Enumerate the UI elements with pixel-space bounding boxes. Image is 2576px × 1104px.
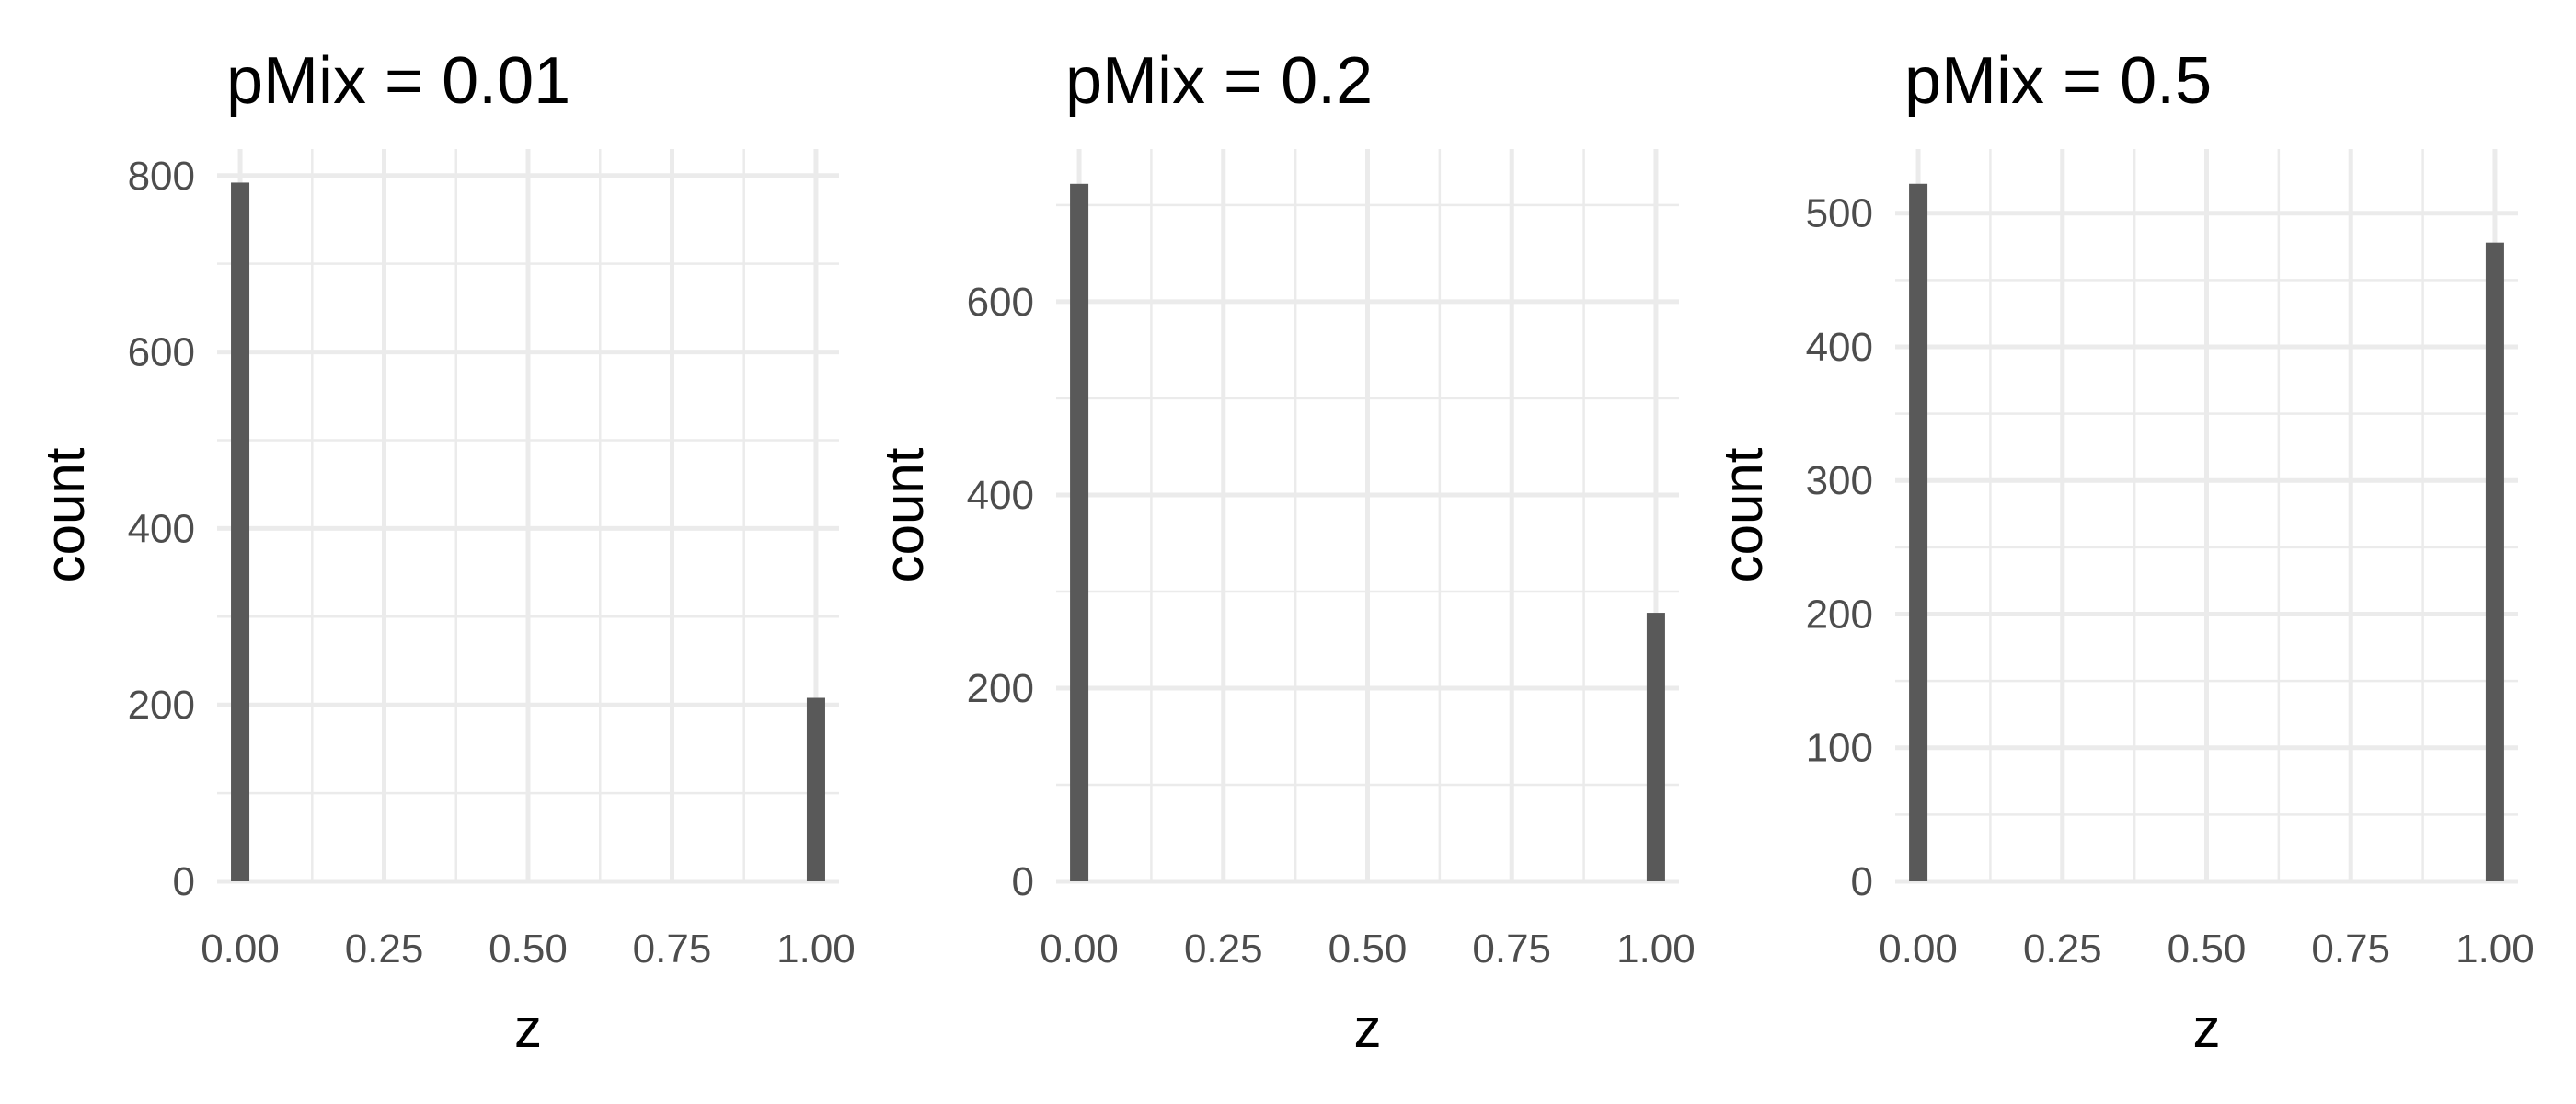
y-tick-label: 100 [1806, 726, 1873, 771]
panel-title: pMix = 0.2 [1065, 44, 1373, 118]
y-tick-label: 200 [1806, 592, 1873, 637]
x-tick-label: 0.25 [345, 926, 424, 972]
x-tick-label: 1.00 [1616, 926, 1696, 972]
y-tick-label: 0 [1012, 859, 1034, 904]
gridlines [1056, 149, 1679, 884]
panel-title: pMix = 0.01 [226, 44, 570, 118]
x-tick-label: 0.00 [1040, 926, 1119, 972]
x-tick-label: 1.00 [2455, 926, 2535, 972]
x-tick-label: 0.00 [1879, 926, 1958, 972]
x-tick-label: 0.75 [1472, 926, 1551, 972]
panel-pmix-0-01: pMix = 0.01 count z 0.00 0.25 0.50 0.75 1.00… [34, 44, 856, 1059]
y-tick-label: 600 [128, 330, 195, 375]
gridlines [217, 149, 839, 884]
y-axis-title: count [873, 447, 935, 582]
x-tick-label: 0.50 [1328, 926, 1408, 972]
panel-pmix-0-5: pMix = 0.5 count z 0.00 0.25 0.50 0.75 1.00 0… [1712, 44, 2535, 1059]
y-tick-label: 300 [1806, 458, 1873, 503]
histogram-bar [806, 697, 825, 881]
y-axis-title: count [1712, 447, 1774, 582]
x-tick-label: 0.25 [1184, 926, 1263, 972]
x-tick-label: 1.00 [776, 926, 856, 972]
histogram-bar [231, 182, 250, 882]
x-tick-label: 0.50 [2168, 926, 2247, 972]
y-axis-title: count [34, 447, 96, 582]
histogram-bar [1909, 183, 1928, 881]
histogram-bar [2485, 242, 2504, 881]
y-tick-label: 400 [128, 506, 195, 551]
histogram-bar [1646, 613, 1665, 881]
y-tick-label: 0 [1851, 859, 1873, 904]
y-tick-label: 400 [967, 473, 1034, 518]
panel-pmix-0-2: pMix = 0.2 count z 0.00 0.25 0.50 0.75 1.00 0… [873, 44, 1696, 1059]
x-tick-label: 0.75 [633, 926, 712, 972]
y-tick-label: 200 [967, 666, 1034, 711]
y-tick-label: 400 [1806, 325, 1873, 370]
x-tick-label: 0.00 [201, 926, 280, 972]
y-tick-label: 0 [173, 859, 195, 904]
panel-title: pMix = 0.5 [1904, 44, 2212, 118]
histogram-bar [1070, 183, 1089, 881]
x-axis-title: z [514, 997, 542, 1059]
x-tick-label: 0.25 [2023, 926, 2102, 972]
x-tick-label: 0.50 [489, 926, 568, 972]
x-axis-title: z [2193, 997, 2221, 1059]
x-tick-label: 0.75 [2311, 926, 2390, 972]
gridlines [1895, 149, 2518, 884]
x-axis-title: z [1354, 997, 1382, 1059]
y-tick-label: 600 [967, 280, 1034, 325]
y-tick-label: 800 [128, 154, 195, 199]
y-tick-label: 500 [1806, 191, 1873, 236]
y-tick-label: 200 [128, 683, 195, 728]
